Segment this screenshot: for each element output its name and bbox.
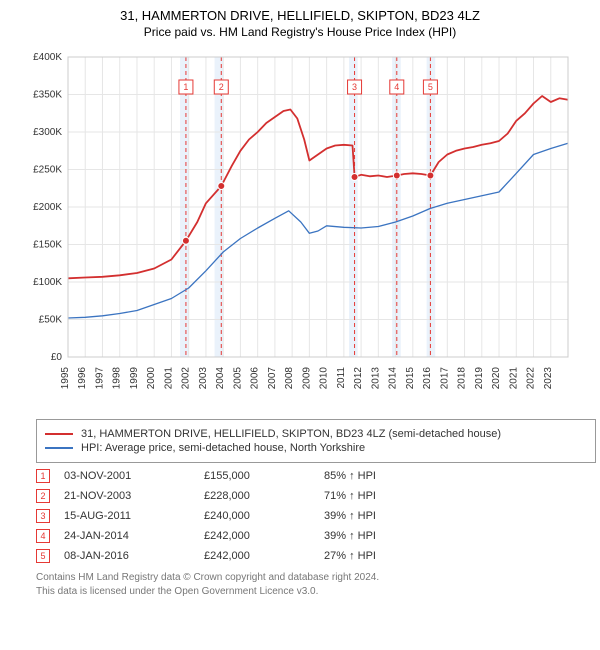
svg-text:2007: 2007 xyxy=(267,367,278,390)
chart-title: 31, HAMMERTON DRIVE, HELLIFIELD, SKIPTON… xyxy=(12,8,588,23)
transaction-pct: 39% ↑ HPI xyxy=(324,510,444,522)
svg-text:2014: 2014 xyxy=(388,367,399,390)
legend-label: 31, HAMMERTON DRIVE, HELLIFIELD, SKIPTON… xyxy=(81,428,501,440)
svg-text:2001: 2001 xyxy=(163,367,174,390)
transaction-pct: 85% ↑ HPI xyxy=(324,470,444,482)
chart-svg: £0 £50K £100K £150K £200K £250K £300K £350K £400… xyxy=(24,51,584,411)
svg-text:2017: 2017 xyxy=(439,367,450,390)
svg-text:£100K: £100K xyxy=(33,277,62,288)
svg-text:2000: 2000 xyxy=(146,367,157,390)
transaction-date: 24-JAN-2014 xyxy=(64,530,204,542)
footnote: Contains HM Land Registry data © Crown c… xyxy=(36,571,588,599)
svg-text:£50K: £50K xyxy=(39,315,63,326)
transaction-date: 08-JAN-2016 xyxy=(64,550,204,562)
svg-text:1995: 1995 xyxy=(60,367,71,390)
svg-text:2002: 2002 xyxy=(181,367,192,390)
transaction-row: 2 21-NOV-2003£228,00071% ↑ HPI xyxy=(36,489,596,503)
svg-text:2016: 2016 xyxy=(422,367,433,390)
transaction-pct: 27% ↑ HPI xyxy=(324,550,444,562)
svg-text:2020: 2020 xyxy=(491,367,502,390)
svg-text:2008: 2008 xyxy=(284,367,295,390)
transaction-date: 15-AUG-2011 xyxy=(64,510,204,522)
svg-text:2022: 2022 xyxy=(526,367,537,390)
transaction-row: 3 15-AUG-2011£240,00039% ↑ HPI xyxy=(36,509,596,523)
svg-text:2018: 2018 xyxy=(457,367,468,390)
svg-text:1999: 1999 xyxy=(129,367,140,390)
transaction-marker: 1 xyxy=(36,469,50,483)
footnote-line2: This data is licensed under the Open Gov… xyxy=(36,585,588,599)
transaction-date: 03-NOV-2001 xyxy=(64,470,204,482)
chart-subtitle: Price paid vs. HM Land Registry's House … xyxy=(12,25,588,39)
svg-text:1996: 1996 xyxy=(77,367,88,390)
svg-text:£200K: £200K xyxy=(33,202,62,213)
svg-text:5: 5 xyxy=(428,82,433,92)
transaction-marker: 5 xyxy=(36,549,50,563)
svg-text:2012: 2012 xyxy=(353,367,364,390)
legend-item: 31, HAMMERTON DRIVE, HELLIFIELD, SKIPTON… xyxy=(45,428,587,440)
svg-text:2004: 2004 xyxy=(215,367,226,390)
svg-text:2013: 2013 xyxy=(370,367,381,390)
legend-item: HPI: Average price, semi-detached house,… xyxy=(45,442,587,454)
svg-text:2003: 2003 xyxy=(198,367,209,390)
svg-text:1: 1 xyxy=(183,82,188,92)
svg-text:2021: 2021 xyxy=(508,367,519,390)
svg-text:2011: 2011 xyxy=(336,367,347,389)
transaction-pct: 71% ↑ HPI xyxy=(324,490,444,502)
svg-text:2005: 2005 xyxy=(232,367,243,390)
svg-text:£150K: £150K xyxy=(33,240,62,251)
transaction-date: 21-NOV-2003 xyxy=(64,490,204,502)
transaction-table: 1 03-NOV-2001£155,00085% ↑ HPI 2 21-NOV-200… xyxy=(36,469,596,563)
legend-swatch xyxy=(45,447,73,449)
transaction-row: 1 03-NOV-2001£155,00085% ↑ HPI xyxy=(36,469,596,483)
transaction-pct: 39% ↑ HPI xyxy=(324,530,444,542)
svg-text:1997: 1997 xyxy=(94,367,105,390)
transaction-price: £240,000 xyxy=(204,510,324,522)
svg-text:£300K: £300K xyxy=(33,127,62,138)
transaction-price: £228,000 xyxy=(204,490,324,502)
svg-text:£400K: £400K xyxy=(33,52,62,63)
transaction-marker: 3 xyxy=(36,509,50,523)
svg-text:2009: 2009 xyxy=(301,367,312,390)
transaction-price: £242,000 xyxy=(204,550,324,562)
legend-box: 31, HAMMERTON DRIVE, HELLIFIELD, SKIPTON… xyxy=(36,419,596,463)
svg-text:2023: 2023 xyxy=(543,367,554,390)
transaction-price: £242,000 xyxy=(204,530,324,542)
svg-text:2006: 2006 xyxy=(250,367,261,390)
transaction-marker: 4 xyxy=(36,529,50,543)
legend-label: HPI: Average price, semi-detached house,… xyxy=(81,442,365,454)
svg-text:£250K: £250K xyxy=(33,165,62,176)
svg-text:4: 4 xyxy=(394,82,399,92)
legend-swatch xyxy=(45,433,73,435)
transaction-price: £155,000 xyxy=(204,470,324,482)
chart-area: £0 £50K £100K £150K £200K £250K £300K £350K £400… xyxy=(24,51,584,411)
svg-text:2015: 2015 xyxy=(405,367,416,390)
svg-text:£350K: £350K xyxy=(33,90,62,101)
svg-text:2010: 2010 xyxy=(319,367,330,390)
svg-text:2: 2 xyxy=(219,82,224,92)
svg-text:£0: £0 xyxy=(51,352,63,363)
transaction-marker: 2 xyxy=(36,489,50,503)
footnote-line1: Contains HM Land Registry data © Crown c… xyxy=(36,571,588,585)
svg-text:2019: 2019 xyxy=(474,367,485,390)
chart-container: 31, HAMMERTON DRIVE, HELLIFIELD, SKIPTON… xyxy=(0,0,600,650)
svg-text:1998: 1998 xyxy=(112,367,123,390)
transaction-row: 4 24-JAN-2014£242,00039% ↑ HPI xyxy=(36,529,596,543)
transaction-row: 5 08-JAN-2016£242,00027% ↑ HPI xyxy=(36,549,596,563)
svg-text:3: 3 xyxy=(352,82,357,92)
